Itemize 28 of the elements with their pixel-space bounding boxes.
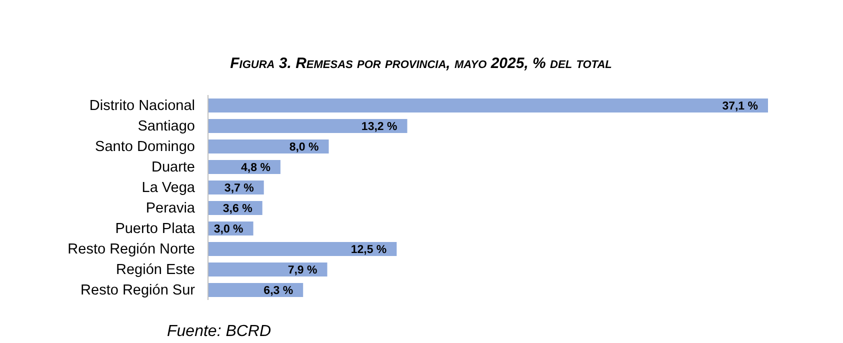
y-tick-label: Peravia	[146, 200, 196, 216]
y-tick-label: Santiago	[138, 118, 195, 134]
data-label: 4,8 %	[241, 162, 270, 174]
bar	[208, 242, 397, 256]
y-tick-label: La Vega	[142, 180, 196, 196]
data-label: 8,0 %	[289, 142, 319, 154]
data-label: 13,2 %	[361, 121, 398, 133]
bar	[208, 119, 408, 133]
y-tick-label: Resto Región Sur	[80, 282, 196, 298]
bar	[208, 140, 329, 154]
y-tick-label: Duarte	[151, 160, 195, 176]
chart-title: Figura 3. Remesas por provincia, mayo 2025, % del total	[230, 55, 612, 72]
bar	[208, 262, 328, 276]
data-label: 37,1 %	[722, 100, 758, 112]
data-label: 12,5 %	[350, 244, 387, 256]
bar	[208, 98, 768, 112]
y-tick-label: Región Este	[116, 262, 195, 278]
data-label: 3,7 %	[224, 182, 254, 194]
y-tick-label: Puerto Plata	[115, 221, 196, 237]
data-label: 7,9 %	[288, 264, 318, 276]
y-tick-label: Distrito Nacional	[89, 98, 195, 114]
bar	[208, 283, 304, 297]
data-label: 3,0 %	[214, 224, 244, 236]
data-label: 6,3 %	[264, 285, 294, 297]
y-tick-label: Santo Domingo	[95, 139, 195, 155]
data-label: 3,6 %	[222, 203, 252, 215]
source-note: Fuente: BCRD	[167, 323, 272, 340]
y-tick-label: Resto Región Norte	[68, 242, 195, 258]
